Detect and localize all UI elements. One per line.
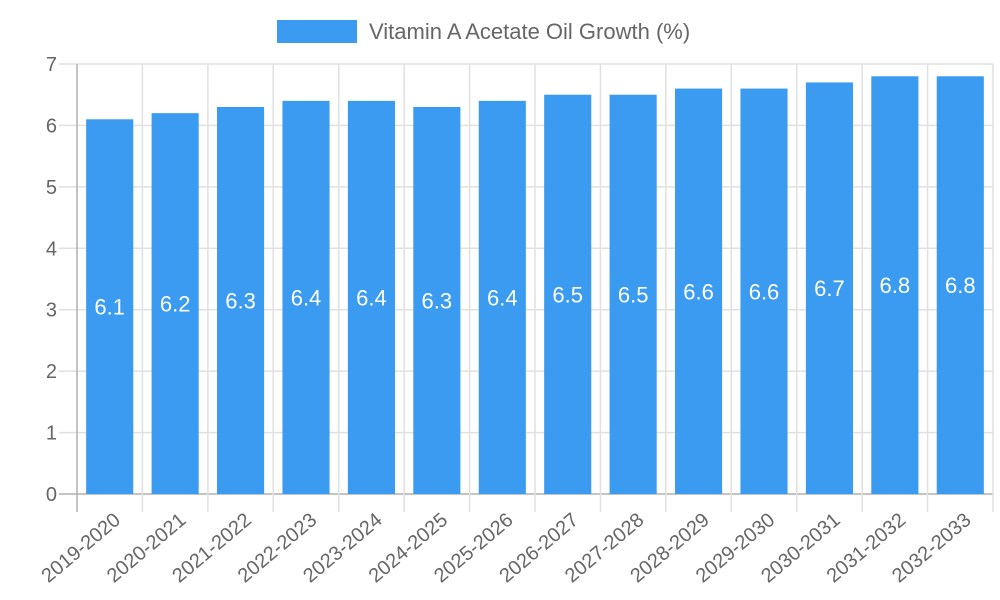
bar[interactable] [609,94,657,494]
bar[interactable] [740,88,788,495]
bars: 6.1 6.2 6.3 6.4 6.4 6.3 6.4 6.5 6.5 6.6 6.6 6.7 6.8 6… [86,76,984,495]
legend-label: Vitamin A Acetate Oil Growth (%) [369,19,690,44]
y-tick-label: 4 [46,238,57,260]
bar-value-label: 6.8 [880,273,911,298]
bar[interactable] [151,113,199,495]
bar-value-label: 6.6 [749,279,780,304]
bar-value-label: 6.4 [291,285,322,310]
y-tick-label: 0 [46,484,57,506]
y-tick-label: 5 [46,177,57,199]
bar[interactable] [282,100,330,494]
bar[interactable] [936,76,984,495]
y-tick-label: 6 [46,115,57,137]
y-tick-label: 7 [46,54,57,76]
bar[interactable] [544,94,592,494]
bar-value-label: 6.6 [683,279,714,304]
bar[interactable] [217,107,265,494]
bar-value-label: 6.7 [814,276,845,301]
legend-swatch [277,20,357,43]
bar-value-label: 6.2 [160,292,191,317]
y-tick-label: 3 [46,300,57,322]
bar-value-label: 6.3 [422,289,453,314]
bar-value-label: 6.8 [945,273,976,298]
bar[interactable] [86,119,134,495]
bar-value-label: 6.3 [225,289,256,314]
y-tick-label: 1 [46,423,57,445]
bar[interactable] [871,76,919,495]
bar[interactable] [675,88,723,495]
gridlines [59,63,994,512]
bar-value-label: 6.4 [356,285,387,310]
bar-value-label: 6.1 [94,295,125,320]
bar[interactable] [347,100,395,494]
bar[interactable] [805,82,853,494]
y-tick-label: 2 [46,361,57,383]
legend[interactable]: Vitamin A Acetate Oil Growth (%) [277,19,690,44]
bar-value-label: 6.5 [618,282,649,307]
bar-value-label: 6.5 [552,282,583,307]
bar-value-label: 6.4 [487,285,518,310]
bar[interactable] [478,100,526,494]
bar[interactable] [413,107,461,494]
